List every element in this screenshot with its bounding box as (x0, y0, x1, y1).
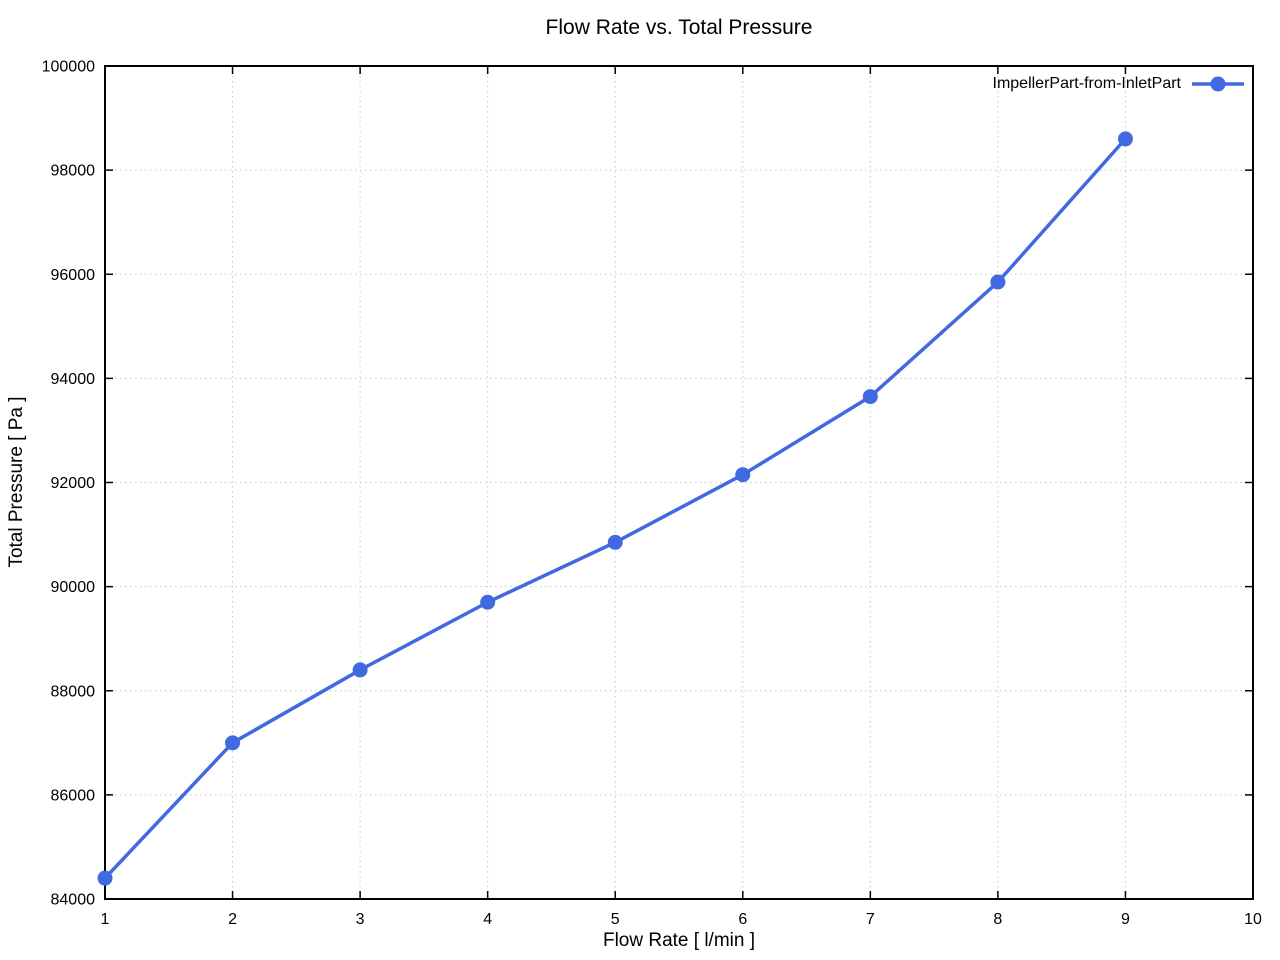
x-axis-label: Flow Rate [ l/min ] (602, 930, 756, 951)
legend-sample-marker (1210, 76, 1226, 92)
x-tick-label: 7 (866, 911, 875, 928)
x-tick-label: 5 (611, 911, 620, 928)
data-point (480, 594, 496, 610)
y-tick-label: 84000 (51, 892, 96, 909)
y-tick-label: 86000 (51, 787, 96, 804)
data-point (225, 735, 241, 751)
y-tick-label: 88000 (51, 683, 96, 700)
data-point (607, 534, 623, 550)
data-point (862, 389, 878, 405)
legend: ImpellerPart-from-InletPart (993, 75, 1247, 93)
data-point (1117, 131, 1133, 147)
y-tick-label: 100000 (42, 59, 95, 76)
x-tick-label: 10 (1244, 911, 1262, 928)
plot-border (104, 65, 1254, 900)
x-tick-label: 3 (356, 911, 365, 928)
x-tick-label: 4 (483, 911, 492, 928)
y-tick-label: 90000 (51, 579, 96, 596)
x-tick-label: 2 (228, 911, 237, 928)
legend-series-label: ImpellerPart-from-InletPart (992, 75, 1182, 92)
x-tick-label: 8 (993, 911, 1002, 928)
x-tick-label: 9 (1121, 911, 1130, 928)
data-point (990, 274, 1006, 290)
data-point (97, 870, 113, 886)
y-tick-label: 96000 (51, 267, 96, 284)
x-tick-label: 1 (101, 911, 110, 928)
y-tick-label: 98000 (51, 163, 96, 180)
y-tick-label: 94000 (51, 371, 96, 388)
y-axis-label: Total Pressure [ Pa ] (6, 396, 27, 568)
data-point (735, 467, 751, 483)
y-tick-label: 92000 (51, 475, 96, 492)
chart-title: Flow Rate vs. Total Pressure (545, 16, 813, 39)
legend-line-marker-sample (1192, 76, 1244, 92)
data-point (352, 662, 368, 678)
x-tick-label: 6 (738, 911, 747, 928)
